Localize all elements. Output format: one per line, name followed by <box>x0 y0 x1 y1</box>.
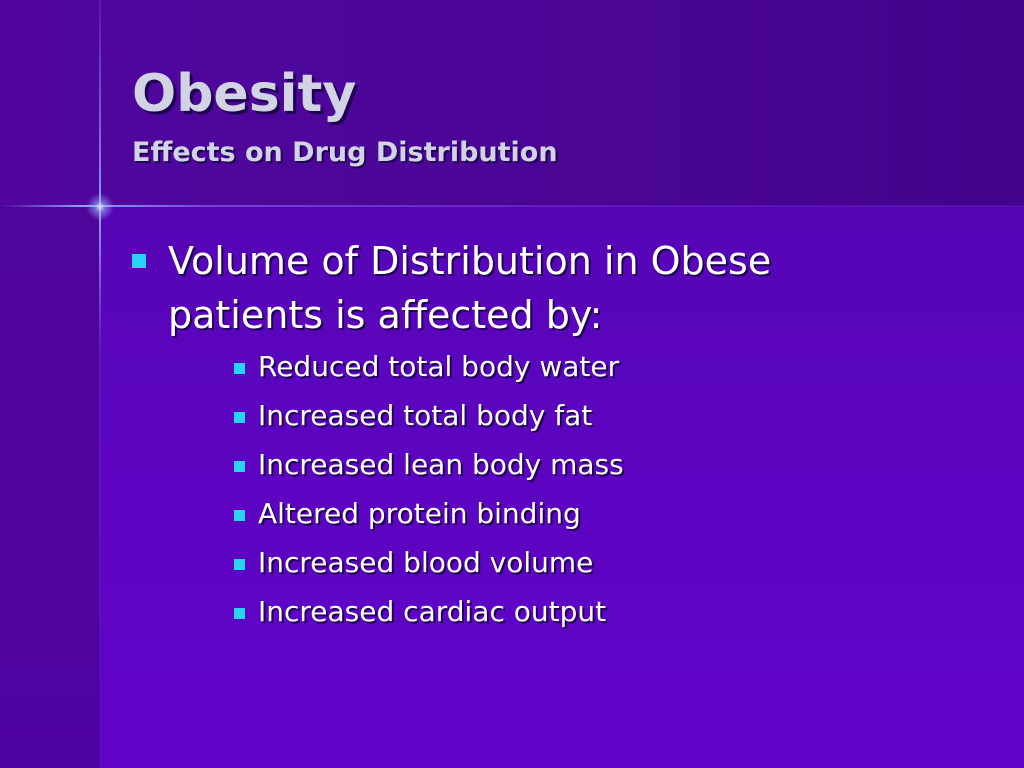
square-bullet-icon <box>234 363 245 374</box>
square-bullet-icon <box>132 254 146 268</box>
square-bullet-icon <box>234 510 245 521</box>
slide-subtitle: Effects on Drug Distribution <box>132 137 558 168</box>
horizontal-accent-line <box>0 205 1024 207</box>
square-bullet-icon <box>234 461 245 472</box>
title-band <box>0 0 1024 206</box>
sub-bullet-text: Increased total body fat <box>258 399 593 432</box>
square-bullet-icon <box>234 608 245 619</box>
sub-bullet-text: Increased blood volume <box>258 546 594 579</box>
sub-bullet-text: Altered protein binding <box>258 497 581 530</box>
vertical-accent-line <box>99 0 101 768</box>
main-bullet-text: Volume of Distribution in Obese patients… <box>168 239 772 337</box>
slide-title: Obesity <box>132 64 357 124</box>
sparkle-icon <box>86 193 114 221</box>
square-bullet-icon <box>234 412 245 423</box>
square-bullet-icon <box>234 559 245 570</box>
sub-bullet-text: Increased lean body mass <box>258 448 624 481</box>
sub-bullet-text: Increased cardiac output <box>258 595 607 628</box>
sub-bullet-text: Reduced total body water <box>258 350 620 383</box>
